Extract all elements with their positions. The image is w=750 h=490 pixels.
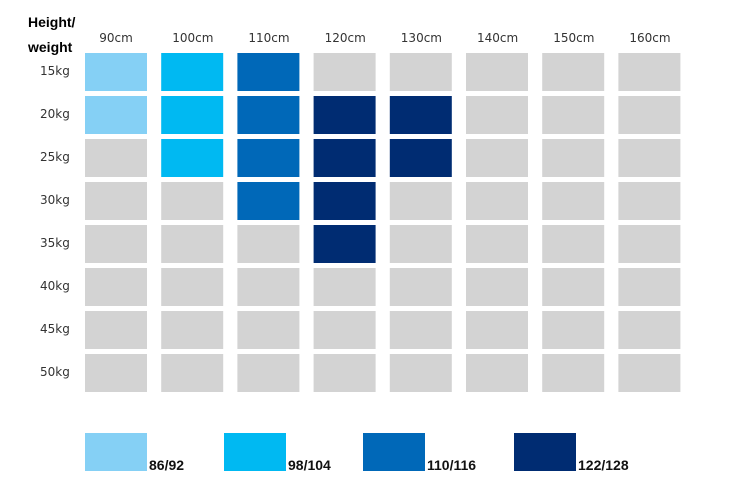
- grid-cell: [542, 354, 605, 392]
- grid-cell: [313, 182, 376, 220]
- row-label: 30kg: [40, 193, 70, 207]
- grid-cell: [466, 96, 528, 134]
- grid-cell: [85, 268, 147, 306]
- grid-cell: [85, 96, 147, 134]
- row-label: 25kg: [40, 150, 70, 164]
- grid-cell: [542, 96, 605, 134]
- grid-cell: [237, 225, 300, 263]
- grid-cell: [85, 225, 147, 263]
- grid-cell: [237, 96, 300, 134]
- legend-label: 98/104: [288, 457, 331, 473]
- column-label: 100cm: [172, 31, 214, 45]
- grid-cell: [389, 139, 452, 177]
- legend-label: 86/92: [149, 457, 185, 473]
- grid-cell: [85, 53, 147, 91]
- grid-cell: [85, 311, 147, 349]
- grid-cell: [618, 96, 681, 134]
- grid-cell: [389, 311, 452, 349]
- column-label: 130cm: [400, 31, 442, 45]
- grid-cell: [389, 225, 452, 263]
- grid-cell: [618, 354, 681, 392]
- grid-cell: [313, 139, 376, 177]
- grid-cell: [466, 225, 528, 263]
- grid-cell: [313, 96, 376, 134]
- grid-cell: [618, 311, 681, 349]
- column-label: 140cm: [477, 31, 519, 45]
- grid-cell: [618, 182, 681, 220]
- grid-cell: [618, 139, 681, 177]
- row-label: 20kg: [40, 107, 70, 121]
- column-label: 110cm: [248, 31, 290, 45]
- grid-cell: [237, 311, 300, 349]
- grid-cell: [389, 268, 452, 306]
- grid-cell: [85, 139, 147, 177]
- grid-cell: [389, 96, 452, 134]
- corner-label-height: Height/: [28, 14, 76, 30]
- corner-label-weight: weight: [28, 39, 73, 55]
- grid-cell: [389, 182, 452, 220]
- grid-cell: [542, 225, 605, 263]
- legend-label: 122/128: [578, 457, 629, 473]
- row-label: 45kg: [40, 322, 70, 336]
- grid-cell: [161, 225, 224, 263]
- grid-cell: [618, 268, 681, 306]
- grid-cell: [542, 53, 605, 91]
- grid-cell: [161, 354, 224, 392]
- grid-cell: [542, 311, 605, 349]
- grid-cell: [542, 268, 605, 306]
- row-label: 35kg: [40, 236, 70, 250]
- grid-cell: [466, 268, 528, 306]
- grid-cell: [237, 182, 300, 220]
- grid-cell: [466, 182, 528, 220]
- legend-swatch: [85, 433, 147, 471]
- grid-cell: [466, 53, 528, 91]
- legend-swatch: [514, 433, 576, 471]
- column-label: 160cm: [629, 31, 671, 45]
- grid-cell: [237, 268, 300, 306]
- grid-cell: [161, 268, 224, 306]
- grid-cell: [542, 182, 605, 220]
- legend-swatch: [224, 433, 286, 471]
- row-label: 40kg: [40, 279, 70, 293]
- grid-cell: [389, 354, 452, 392]
- grid-cell: [161, 182, 224, 220]
- grid-cell: [161, 139, 224, 177]
- grid-cell: [466, 311, 528, 349]
- grid-cell: [313, 53, 376, 91]
- grid-cell: [161, 96, 224, 134]
- row-label: 50kg: [40, 365, 70, 379]
- grid-cell: [618, 225, 681, 263]
- grid-cell: [85, 182, 147, 220]
- grid-cell: [161, 53, 224, 91]
- grid-cell: [618, 53, 681, 91]
- row-label: 15kg: [40, 64, 70, 78]
- column-label: 120cm: [324, 31, 366, 45]
- grid-cell: [466, 354, 528, 392]
- grid-cell: [161, 311, 224, 349]
- column-label: 90cm: [99, 31, 133, 45]
- grid-cell: [542, 139, 605, 177]
- grid-cell: [313, 354, 376, 392]
- column-label: 150cm: [553, 31, 595, 45]
- grid-cell: [313, 225, 376, 263]
- grid-cell: [85, 354, 147, 392]
- grid-cell: [389, 53, 452, 91]
- grid-cell: [237, 139, 300, 177]
- grid-cell: [237, 53, 300, 91]
- legend-label: 110/116: [427, 457, 477, 473]
- legend-swatch: [363, 433, 425, 471]
- grid-cell: [466, 139, 528, 177]
- grid-cell: [237, 354, 300, 392]
- grid-cell: [313, 268, 376, 306]
- grid-cell: [313, 311, 376, 349]
